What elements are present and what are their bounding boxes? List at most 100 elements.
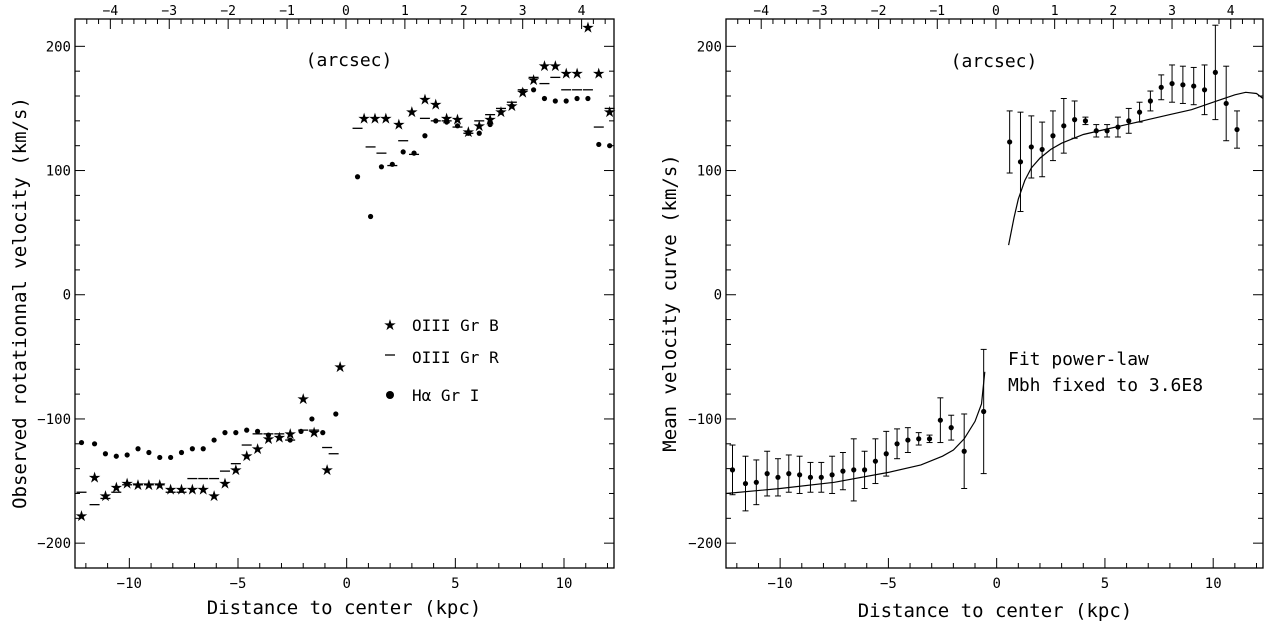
halpha-gr-i-point — [320, 430, 326, 436]
halpha-gr-i-point — [78, 439, 85, 446]
halpha-gr-i-point — [454, 123, 461, 129]
mean-velocity-point — [818, 461, 825, 493]
mean-velocity-dot — [1050, 133, 1056, 139]
mean-velocity-point — [1147, 90, 1154, 112]
oiii-gr-b-point: ★ — [229, 461, 242, 479]
halpha-gr-i-point — [378, 164, 385, 170]
mean-velocity-point — [774, 458, 781, 497]
mean-velocity-point — [894, 428, 901, 460]
left-y-tick-label: −100 — [37, 412, 71, 428]
mean-velocity-point — [796, 455, 803, 494]
mean-velocity-dot — [1104, 128, 1110, 134]
right-plot-frame — [725, 18, 1264, 569]
legend-oiii-gr-b: OIII Gr B — [412, 316, 499, 335]
mean-velocity-point — [850, 438, 857, 502]
mean-velocity-point — [926, 434, 933, 444]
mean-velocity-dot — [797, 472, 803, 478]
mean-velocity-point — [872, 438, 879, 485]
halpha-gr-i-point — [309, 416, 315, 422]
legend-star-icon: ★ — [383, 316, 396, 334]
mean-velocity-point — [1179, 65, 1186, 104]
mean-velocity-point — [861, 450, 868, 490]
mean-velocity-dot — [1017, 159, 1024, 165]
mean-velocity-dot — [1126, 118, 1132, 124]
right-fit-curve — [725, 91, 1264, 495]
left-x-tick-label: −10 — [117, 576, 142, 592]
right-y-tick-label: 0 — [714, 288, 722, 304]
oiii-gr-b-point: ★ — [429, 96, 442, 114]
oiii-gr-b-point: ★ — [603, 103, 616, 121]
oiii-gr-b-point: ★ — [240, 447, 253, 465]
halpha-gr-i-point — [574, 95, 580, 102]
halpha-gr-i-point — [135, 446, 141, 452]
halpha-gr-i-point — [265, 432, 272, 438]
oiii-gr-b-point: ★ — [592, 65, 605, 83]
right-top-tick-label: 3 — [1168, 4, 1176, 19]
right-top-tick-label: 2 — [1109, 4, 1117, 19]
left-top-tick-label: −2 — [220, 4, 236, 19]
mean-velocity-point — [1169, 64, 1176, 103]
left-y-tick-label: 100 — [46, 164, 71, 180]
mean-velocity-point — [904, 427, 911, 453]
halpha-gr-i-point — [596, 141, 602, 148]
left-top-tick-label: 1 — [401, 4, 409, 19]
oiii-gr-b-point: ★ — [197, 481, 210, 499]
oiii-gr-b-point: ★ — [368, 109, 381, 127]
oiii-gr-b-point: ★ — [99, 487, 112, 505]
left-top-tick-label: 0 — [342, 4, 350, 19]
oiii-gr-b-point: ★ — [418, 91, 431, 109]
mean-velocity-dot — [1039, 146, 1045, 153]
halpha-gr-i-point — [102, 451, 109, 457]
oiii-gr-b-point: ★ — [451, 111, 464, 129]
oiii-gr-b-point: ★ — [88, 468, 101, 486]
left-top-tick-label: 3 — [519, 4, 527, 19]
mean-velocity-dot — [1093, 128, 1099, 134]
mean-velocity-dot — [961, 448, 967, 454]
halpha-gr-i-point — [563, 98, 569, 104]
left-x-tick-label: 0 — [342, 576, 350, 592]
halpha-gr-i-point — [354, 174, 361, 180]
halpha-gr-i-point — [400, 149, 406, 155]
oiii-gr-b-point: ★ — [218, 475, 231, 493]
right-x-tick-label: 0 — [992, 576, 1000, 592]
mean-velocity-dot — [872, 458, 879, 464]
mean-velocity-point — [1049, 110, 1056, 162]
mean-velocity-dot — [894, 441, 900, 447]
mean-velocity-point — [753, 459, 760, 506]
right-x-tick-label: 5 — [1101, 576, 1109, 592]
legend-halpha-gr-i: Hα Gr I — [412, 386, 479, 405]
halpha-gr-i-point — [244, 427, 250, 433]
oiii-gr-b-point: ★ — [207, 487, 220, 505]
left-x-axis-label: Distance to center (kpc) — [207, 597, 482, 619]
mean-velocity-point — [1017, 111, 1024, 213]
right-top-axis-label: (arcsec) — [951, 51, 1038, 72]
right-top-tick-label: 1 — [1051, 4, 1059, 19]
right-y-tick-label: −100 — [688, 412, 722, 428]
halpha-gr-i-point — [520, 88, 526, 94]
mean-velocity-dot — [981, 408, 987, 415]
halpha-gr-i-point — [298, 428, 304, 434]
mean-velocity-dot — [1180, 82, 1186, 88]
right-x-axis-label: Distance to center (kpc) — [858, 600, 1133, 622]
mean-velocity-dot — [840, 468, 846, 474]
mean-velocity-point — [1136, 101, 1143, 123]
fit-annotation-line-2: Mbh fixed to 3.6E8 — [1008, 375, 1203, 396]
mean-velocity-point — [1028, 115, 1035, 179]
mean-velocity-dot — [1191, 83, 1197, 89]
oiii-gr-b-point: ★ — [75, 507, 88, 525]
oiii-gr-b-point: ★ — [392, 116, 405, 134]
halpha-gr-i-point — [411, 150, 417, 156]
mean-velocity-dot — [1169, 80, 1175, 87]
halpha-gr-i-point — [367, 213, 374, 220]
mean-velocity-dot — [1072, 117, 1078, 123]
mean-velocity-point — [829, 455, 836, 494]
oiii-gr-b-point: ★ — [581, 19, 594, 37]
oiii-gr-b-point: ★ — [164, 481, 177, 499]
mean-velocity-point — [1223, 65, 1230, 142]
mean-velocity-point — [1234, 110, 1241, 149]
halpha-gr-i-point — [124, 452, 130, 458]
